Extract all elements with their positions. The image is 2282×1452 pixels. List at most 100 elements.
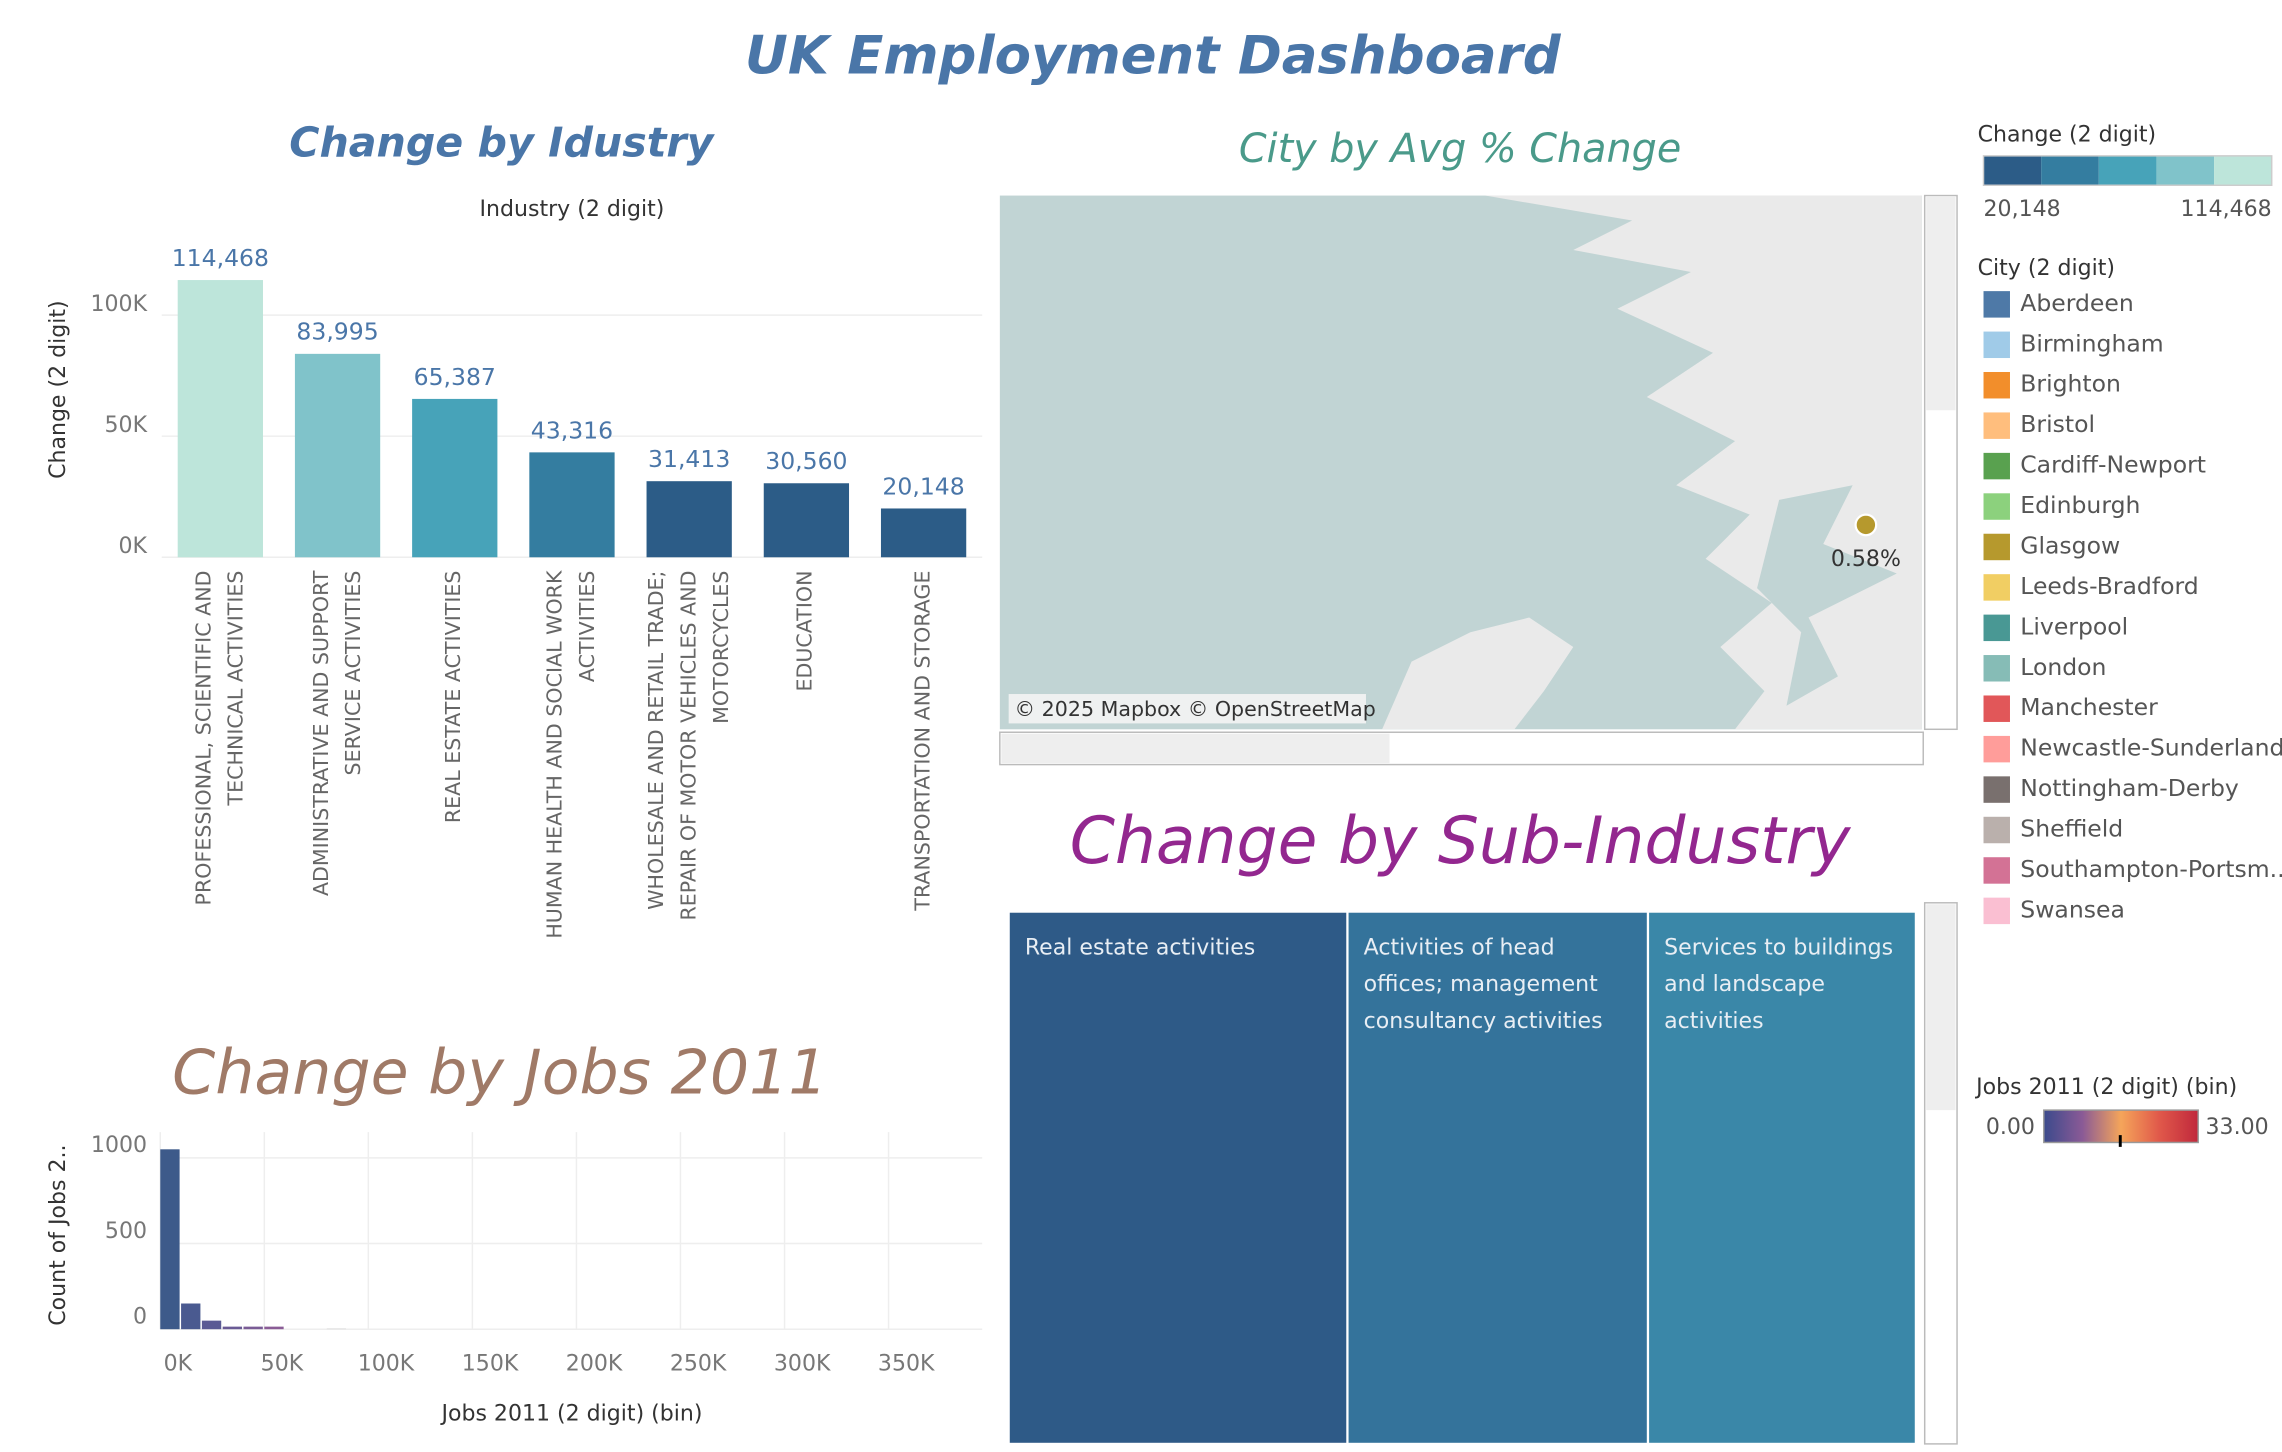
treemap-cell bbox=[1646, 910, 1917, 1445]
treemap-scroll-thumb[interactable] bbox=[1926, 904, 1956, 1111]
chart-title: Change by Sub-Industry bbox=[1070, 804, 1852, 879]
treemap-label: Real estate activities bbox=[1024, 933, 1256, 961]
histogram-bar bbox=[264, 1326, 284, 1330]
legend-swatch[interactable] bbox=[1983, 655, 2010, 682]
bar bbox=[294, 353, 381, 558]
treemap-label: Services to buildings and landscape acti… bbox=[1664, 933, 1894, 1034]
legend-title: City (2 digit) bbox=[1978, 256, 2115, 281]
legend-item[interactable]: Southampton-Portsm.. bbox=[2020, 855, 2282, 883]
legend-item[interactable]: Manchester bbox=[2020, 693, 2158, 721]
x-tick-label: 150K bbox=[462, 1351, 519, 1376]
dashboard-title: UK Employment Dashboard bbox=[745, 25, 1562, 86]
legend-item[interactable]: Glasgow bbox=[2020, 531, 2120, 559]
y-tick-label: 500 bbox=[105, 1219, 147, 1244]
legend-item[interactable]: Brighton bbox=[2020, 370, 2121, 398]
bar bbox=[646, 481, 732, 558]
legend-swatch bbox=[2041, 155, 2099, 186]
x-tick-label: 200K bbox=[566, 1351, 623, 1376]
legend-swatch[interactable] bbox=[1983, 291, 2010, 318]
value-label: 114,468 bbox=[172, 244, 269, 272]
legend-swatch[interactable] bbox=[1983, 776, 2010, 803]
x-tick-label: ADMINISTRATIVE AND SUPPORT SERVICE ACTIV… bbox=[309, 570, 366, 897]
legend-item[interactable]: Bristol bbox=[2020, 410, 2095, 438]
legend-swatch[interactable] bbox=[1983, 857, 2010, 884]
legend-swatch[interactable] bbox=[1983, 412, 2010, 439]
legend-swatch[interactable] bbox=[1983, 816, 2010, 844]
bar bbox=[880, 508, 967, 558]
map-scroll-thumb[interactable] bbox=[1926, 197, 1956, 411]
legend-swatch[interactable] bbox=[1983, 897, 2010, 925]
legend-item[interactable]: London bbox=[2020, 653, 2106, 681]
legend-label: 0.00 bbox=[1986, 1115, 2035, 1140]
treemap-label: Activities of head offices; management c… bbox=[1363, 933, 1603, 1034]
legend-item[interactable]: Nottingham-Derby bbox=[2020, 774, 2239, 802]
legend-item[interactable]: Liverpool bbox=[2020, 612, 2128, 640]
legend-ramp-border bbox=[1982, 155, 2273, 187]
y-tick-label: 0K bbox=[119, 534, 148, 559]
x-tick-label: EDUCATION bbox=[794, 570, 819, 692]
histogram-bar bbox=[243, 1326, 263, 1330]
legend-swatch bbox=[2098, 155, 2157, 186]
legend-swatch[interactable] bbox=[1983, 614, 2010, 642]
value-label: 65,387 bbox=[414, 363, 496, 391]
legend-item[interactable]: Newcastle-Sunderland bbox=[2020, 734, 2282, 762]
legend-item[interactable]: Birmingham bbox=[2020, 329, 2163, 357]
x-tick-label: TRANSPORTATION AND STORAGE bbox=[911, 570, 936, 911]
legend-item[interactable]: Leeds-Bradford bbox=[2020, 572, 2198, 600]
treemap-cell bbox=[1007, 910, 1349, 1445]
bar bbox=[763, 483, 850, 558]
x-tick-label: HUMAN HEALTH AND SOCIAL WORK ACTIVITIES bbox=[544, 570, 600, 939]
legend-title: Jobs 2011 (2 digit) (bin) bbox=[1974, 1075, 2237, 1100]
map-attribution: © 2025 Mapbox © OpenStreetMap bbox=[1015, 697, 1376, 721]
legend-item[interactable]: Sheffield bbox=[2020, 815, 2123, 843]
x-tick-label: 0K bbox=[164, 1351, 193, 1376]
x-tick-label: WHOLESALE AND RETAIL TRADE; REPAIR OF MO… bbox=[645, 570, 734, 921]
map-attribution-box bbox=[1008, 694, 1366, 724]
x-tick-label: 350K bbox=[878, 1351, 935, 1376]
legend-swatch[interactable] bbox=[1983, 452, 2010, 480]
bar bbox=[177, 280, 263, 558]
value-label: 30,560 bbox=[765, 447, 847, 475]
legend-item[interactable]: Edinburgh bbox=[2020, 491, 2140, 519]
chart-title: Change by Jobs 2011 bbox=[172, 1036, 828, 1108]
y-axis-label: Change (2 digit) bbox=[46, 300, 71, 479]
x-axis-label: Industry (2 digit) bbox=[480, 197, 665, 222]
y-tick-label: 100K bbox=[90, 292, 147, 317]
legend-swatch[interactable] bbox=[1983, 574, 2010, 601]
x-tick-label: 250K bbox=[670, 1351, 727, 1376]
y-tick-label: 50K bbox=[105, 413, 148, 438]
bar bbox=[412, 398, 498, 558]
map-point-label: 0.58% bbox=[1831, 547, 1901, 572]
legend-item[interactable]: Swansea bbox=[2020, 895, 2125, 923]
legend-swatch[interactable] bbox=[1983, 331, 2010, 359]
map-point bbox=[1854, 513, 1878, 537]
value-label: 31,413 bbox=[648, 445, 730, 473]
histogram-bar bbox=[181, 1303, 201, 1330]
chart-title: Change by Idustry bbox=[289, 119, 715, 167]
value-label: 83,995 bbox=[296, 318, 378, 346]
legend-swatch[interactable] bbox=[1983, 533, 2010, 561]
histogram-bar bbox=[222, 1326, 243, 1330]
legend-label: 114,468 bbox=[2181, 197, 2272, 222]
value-label: 20,148 bbox=[882, 472, 964, 500]
legend-swatch[interactable] bbox=[1983, 735, 2010, 763]
legend-swatch bbox=[2214, 155, 2272, 186]
histogram-bar bbox=[201, 1320, 222, 1330]
x-tick-label: 300K bbox=[774, 1351, 831, 1376]
map-land bbox=[1382, 617, 1574, 730]
legend-label: 20,148 bbox=[1984, 197, 2061, 222]
legend-item[interactable]: Aberdeen bbox=[2020, 289, 2134, 317]
y-tick-label: 1000 bbox=[91, 1133, 147, 1158]
x-tick-label: 50K bbox=[261, 1351, 304, 1376]
map-scroll-thumb[interactable] bbox=[1001, 733, 1390, 764]
legend-swatch bbox=[1983, 155, 2042, 186]
legend-swatch[interactable] bbox=[1983, 372, 2010, 399]
histogram-bar bbox=[160, 1149, 180, 1330]
y-axis-label: Count of Jobs 2.. bbox=[46, 1144, 71, 1325]
chart-title: City by Avg % Change bbox=[1239, 126, 1681, 172]
legend-swatch[interactable] bbox=[1983, 493, 2010, 520]
legend-swatch[interactable] bbox=[1983, 695, 2010, 722]
legend-item[interactable]: Cardiff-Newport bbox=[2020, 451, 2206, 479]
legend-label: 33.00 bbox=[2206, 1115, 2269, 1140]
